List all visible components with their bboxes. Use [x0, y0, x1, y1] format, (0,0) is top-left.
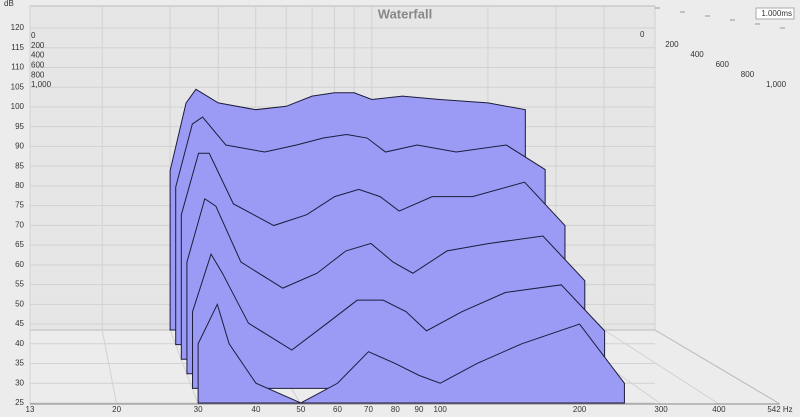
y-tick-label: 100 [11, 102, 25, 111]
y-tick-label: 105 [11, 82, 25, 91]
z-tick-label: 800 [31, 70, 45, 79]
y-tick-label: 60 [15, 260, 24, 269]
x-tick-label: 400 [712, 405, 726, 414]
y-tick-label: 65 [15, 240, 24, 249]
y-tick-label: 70 [15, 220, 24, 229]
axis-line [654, 329, 781, 405]
z-tick-label: 400 [31, 51, 45, 60]
z-tick-label: 0 [31, 31, 36, 40]
y-axis-label: dB [4, 0, 14, 8]
z-tick-label: 0 [640, 30, 645, 39]
z-tick-label: 800 [741, 70, 755, 79]
y-tick-label: 50 [15, 299, 24, 308]
floor-line [603, 329, 720, 405]
cursor-box [755, 7, 795, 20]
y-tick-label: 85 [15, 161, 24, 170]
chart-title: Waterfall [378, 6, 432, 21]
x-tick-label: 50 [296, 405, 305, 414]
x-tick-label: 542 Hz [767, 405, 792, 414]
x-tick-label: 100 [434, 405, 448, 414]
x-tick-label: 20 [112, 405, 121, 414]
y-tick-label: 30 [15, 378, 24, 387]
z-tick-label: 1,000 [31, 80, 52, 89]
x-tick-label: 90 [415, 405, 424, 414]
y-tick-label: 90 [15, 142, 24, 151]
x-tick-label: 30 [194, 405, 203, 414]
floor-line [169, 329, 199, 405]
x-tick-label: 40 [252, 405, 261, 414]
y-tick-label: 80 [15, 181, 24, 190]
z-tick-label: 200 [665, 40, 679, 49]
x-tick-label: 60 [333, 405, 342, 414]
y-tick-label: 45 [15, 319, 24, 328]
z-tick-label: 200 [31, 41, 45, 50]
y-tick-label: 115 [11, 43, 24, 52]
slice [197, 302, 625, 404]
x-tick-label: 300 [654, 405, 668, 414]
z-tick-label: 1,000 [766, 80, 787, 89]
y-tick-label: 40 [15, 339, 24, 348]
x-tick-label: 80 [391, 405, 400, 414]
time-cursor-label: 1.000ms [761, 9, 792, 18]
z-tick-label: 600 [31, 61, 45, 70]
y-tick-label: 110 [11, 63, 24, 72]
z-tick-label: 600 [716, 60, 730, 69]
y-tick-label: 55 [15, 280, 24, 289]
x-tick-label: 200 [573, 405, 587, 414]
y-tick-label: 25 [15, 398, 24, 407]
y-tick-label: 75 [15, 201, 24, 210]
x-tick-label: 70 [364, 405, 373, 414]
z-tick-label: 400 [690, 50, 704, 59]
x-tick-label: 13 [26, 405, 35, 414]
floor-line [101, 329, 118, 405]
y-tick-label: 95 [15, 122, 24, 131]
y-tick-label: 35 [15, 359, 24, 368]
y-tick-label: 120 [11, 23, 25, 32]
